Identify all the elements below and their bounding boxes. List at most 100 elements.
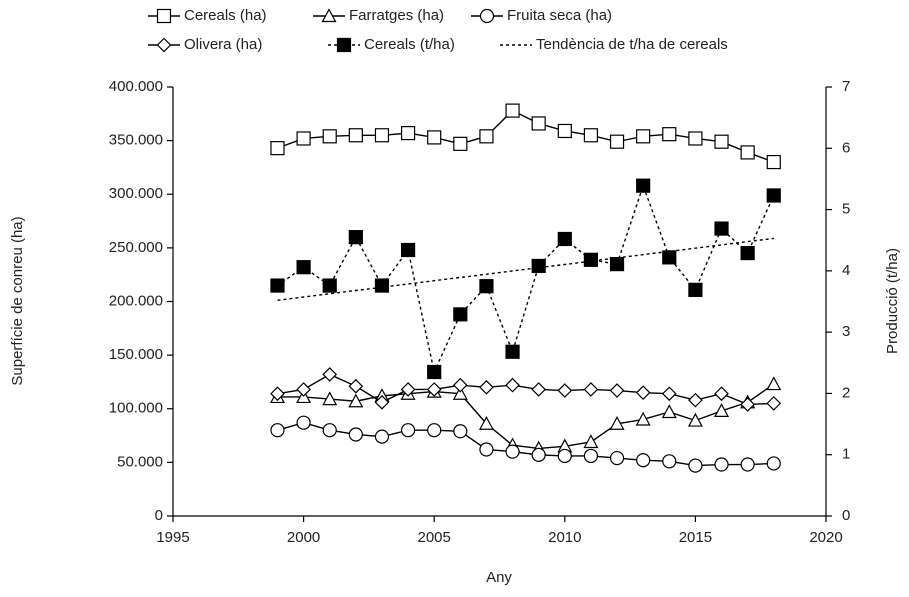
marker (452, 385, 468, 400)
x-tick-label: 2020 (809, 529, 842, 546)
marker (400, 126, 416, 141)
marker (322, 278, 337, 293)
marker (479, 8, 495, 24)
y-tick-label: 0 (155, 507, 163, 524)
marker (321, 8, 337, 23)
y-tick-label: 200.000 (109, 292, 163, 309)
legend-label: Tendència de t/ha de cereals (536, 36, 728, 53)
marker (766, 188, 781, 203)
marker (583, 434, 599, 449)
marker (427, 423, 442, 438)
y-tick-label: 250.000 (109, 239, 163, 256)
marker (662, 250, 677, 265)
x-tick-label: 2005 (418, 529, 451, 546)
marker (156, 8, 172, 24)
marker (583, 252, 599, 267)
marker (156, 37, 172, 53)
marker (270, 423, 285, 438)
marker (427, 364, 442, 380)
marker (322, 391, 338, 406)
legend-label: Farratges (ha) (349, 7, 444, 24)
x-axis-label: Any (486, 569, 512, 586)
marker (714, 386, 729, 402)
x-tick-label: 2015 (679, 529, 712, 546)
marker (557, 123, 572, 139)
marker (374, 429, 390, 444)
marker (583, 448, 599, 464)
marker (557, 448, 572, 464)
marker (453, 136, 468, 151)
marker (505, 444, 520, 459)
marker (661, 404, 677, 419)
marker (609, 257, 625, 272)
y-tick-label: 300.000 (109, 185, 163, 202)
y-axis-label: Superfície de conreu (ha) (9, 216, 26, 385)
marker (374, 278, 390, 293)
marker (740, 457, 755, 472)
series-line (277, 383, 775, 450)
marker (348, 427, 363, 442)
marker (662, 454, 677, 469)
marker (636, 129, 651, 144)
marker (296, 382, 311, 397)
marker (270, 386, 285, 402)
marker (661, 386, 677, 402)
marker (505, 377, 520, 393)
marker (714, 221, 729, 236)
marker (636, 178, 651, 193)
marker (557, 231, 572, 247)
marker (270, 278, 285, 293)
marker (336, 37, 352, 53)
marker (400, 242, 416, 258)
marker (714, 403, 730, 417)
marker (662, 127, 677, 142)
series-line (277, 183, 775, 375)
marker (427, 130, 442, 145)
marker (531, 116, 546, 131)
marker (348, 230, 363, 245)
marker (479, 129, 494, 144)
y2-tick-label: 6 (842, 139, 850, 156)
marker (531, 382, 547, 397)
marker (322, 423, 337, 438)
marker (452, 377, 468, 393)
marker (766, 396, 782, 411)
x-tick-label: 2000 (287, 529, 320, 546)
marker (479, 379, 494, 395)
legend-label: Olivera (ha) (184, 36, 262, 53)
marker (348, 393, 364, 408)
x-tick-label: 2010 (548, 529, 581, 546)
y-tick-label: 350.000 (109, 132, 163, 149)
marker (714, 457, 729, 472)
marker (688, 458, 703, 473)
marker (766, 154, 781, 170)
y2-axis-label: Producció (t/ha) (884, 248, 901, 354)
marker (505, 103, 520, 118)
marker (609, 450, 625, 466)
marker (740, 245, 755, 261)
marker (296, 415, 311, 430)
y2-tick-label: 1 (842, 446, 850, 463)
marker (296, 260, 311, 275)
marker (426, 382, 442, 397)
marker (270, 141, 285, 156)
marker (531, 447, 546, 462)
marker (296, 131, 311, 146)
y-tick-label: 50.000 (117, 453, 163, 470)
x-tick-label: 1995 (156, 529, 189, 546)
marker (557, 383, 573, 398)
marker (374, 128, 390, 143)
y2-tick-label: 2 (842, 384, 850, 401)
marker (479, 279, 494, 294)
marker (740, 145, 755, 160)
marker (583, 128, 599, 143)
marker (348, 378, 364, 394)
marker (609, 416, 625, 430)
marker (453, 424, 468, 439)
marker (688, 392, 703, 408)
marker (348, 128, 363, 143)
marker (478, 416, 494, 430)
marker (714, 134, 729, 149)
y2-tick-label: 5 (842, 201, 850, 218)
marker (400, 423, 416, 438)
